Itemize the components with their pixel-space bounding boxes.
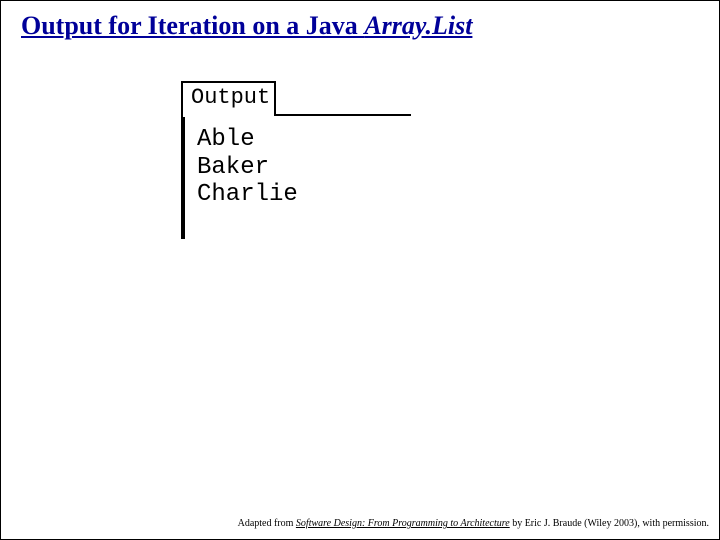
footer-prefix: Adapted from	[238, 518, 296, 529]
output-line: Baker	[197, 154, 298, 182]
tab-mask	[183, 114, 274, 117]
page-title: Output for Iteration on a Java Array.Lis…	[21, 11, 472, 41]
footer-suffix: by Eric J. Braude (Wiley 2003), with per…	[510, 518, 709, 529]
title-prefix: Output for Iteration on a Java	[21, 11, 364, 40]
output-line: Charlie	[197, 181, 298, 209]
output-line: Able	[197, 126, 298, 154]
footer-book-title: Software Design: From Programming to Arc…	[296, 518, 510, 529]
footer-attribution: Adapted from Software Design: From Progr…	[238, 518, 709, 529]
output-content: Able Baker Charlie	[181, 116, 298, 239]
output-tab-label: Output	[191, 85, 270, 110]
output-panel: Output Able Baker Charlie	[181, 81, 411, 115]
output-tab: Output	[181, 81, 276, 115]
title-italic: Array.List	[364, 11, 472, 40]
